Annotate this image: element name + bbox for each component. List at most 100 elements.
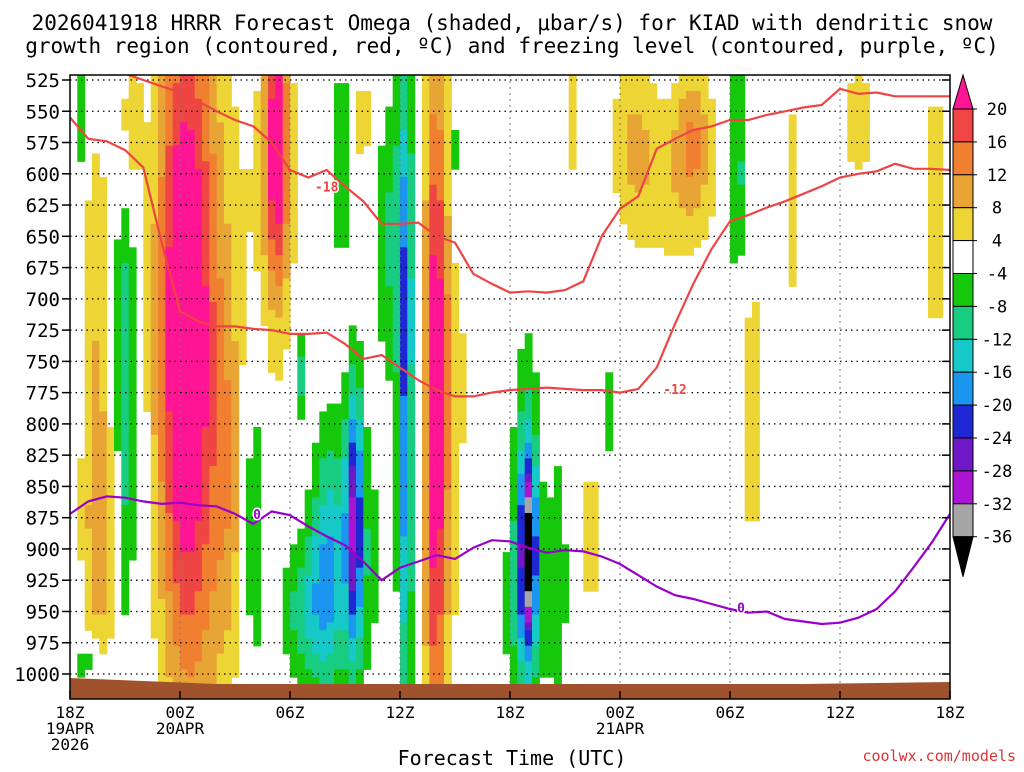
omega-cell — [194, 622, 203, 631]
omega-cell — [187, 599, 196, 608]
omega-cell — [737, 98, 746, 108]
omega-cell — [935, 176, 944, 186]
omega-cell — [194, 239, 203, 248]
omega-cell — [268, 341, 276, 350]
omega-cell — [436, 403, 445, 412]
omega-cell — [788, 153, 797, 162]
omega-cell — [392, 583, 401, 592]
omega-cell — [788, 239, 797, 248]
omega-cell — [209, 333, 218, 342]
omega-cell — [678, 216, 687, 225]
omega-cell — [429, 403, 438, 412]
omega-cell — [128, 98, 137, 108]
omega-cell — [304, 489, 313, 498]
omega-cell — [312, 645, 320, 655]
omega-cell — [737, 247, 746, 256]
omega-cell — [99, 591, 108, 600]
omega-cell — [649, 90, 658, 100]
omega-cell — [187, 536, 196, 545]
omega-cell — [209, 83, 218, 92]
omega-cell — [319, 458, 328, 467]
omega-cell — [444, 489, 452, 498]
omega-cell — [165, 520, 174, 530]
omega-cell — [180, 473, 188, 483]
omega-cell — [150, 130, 159, 139]
omega-cell — [209, 403, 218, 412]
omega-cell — [282, 270, 291, 280]
omega-cell — [341, 176, 350, 186]
omega-cell — [935, 247, 944, 256]
omega-cell — [422, 520, 430, 530]
omega-cell — [444, 575, 452, 584]
omega-cell — [348, 434, 357, 444]
omega-cell — [224, 262, 232, 272]
omega-cell — [150, 387, 159, 397]
omega-cell — [194, 302, 203, 311]
omega-cell — [392, 489, 401, 498]
omega-cell — [502, 599, 511, 608]
omega-cell — [128, 83, 137, 92]
omega-cell — [150, 278, 159, 287]
omega-cell — [275, 223, 284, 233]
omega-cell — [590, 520, 599, 530]
omega-cell — [275, 192, 284, 201]
omega-cell — [532, 559, 540, 569]
omega-cell — [260, 137, 269, 147]
omega-cell — [510, 427, 518, 436]
omega-cell — [634, 216, 643, 225]
omega-cell — [187, 645, 196, 655]
omega-cell — [260, 317, 269, 326]
omega-cell — [436, 661, 445, 670]
omega-cell — [224, 356, 232, 366]
omega-cell — [436, 262, 445, 272]
omega-cell — [92, 442, 100, 452]
omega-cell — [326, 653, 335, 663]
omega-cell — [429, 677, 438, 686]
omega-cell — [114, 239, 122, 248]
omega-cell — [356, 622, 364, 631]
omega-cell — [158, 520, 166, 530]
omega-cell — [422, 630, 430, 639]
omega-cell — [150, 364, 159, 373]
omega-cell — [664, 161, 672, 170]
omega-cell — [143, 286, 152, 295]
omega-cell — [260, 309, 269, 319]
omega-cell — [77, 114, 86, 123]
omega-cell — [730, 176, 738, 186]
omega-cell — [165, 317, 174, 326]
omega-cell — [121, 302, 130, 311]
omega-cell — [224, 434, 232, 444]
omega-cell — [282, 606, 291, 616]
omega-cell — [605, 403, 614, 412]
omega-cell — [128, 325, 137, 334]
omega-cell — [326, 473, 335, 483]
omega-cell — [180, 255, 188, 264]
omega-cell — [510, 630, 518, 639]
omega-cell — [568, 75, 577, 84]
omega-cell — [356, 677, 364, 686]
omega-cell — [334, 638, 342, 647]
omega-cell — [275, 161, 284, 170]
omega-cell — [143, 333, 152, 342]
omega-cell — [165, 677, 174, 686]
omega-cell — [128, 466, 137, 475]
omega-cell — [407, 380, 416, 389]
omega-cell — [341, 559, 350, 569]
omega-cell — [444, 255, 452, 264]
omega-cell — [436, 395, 445, 405]
omega-cell — [583, 505, 592, 514]
omega-cell — [216, 309, 225, 319]
omega-cell — [554, 489, 562, 498]
omega-cell — [744, 505, 753, 514]
omega-cell — [187, 591, 196, 600]
omega-cell — [788, 262, 797, 272]
omega-cell — [231, 145, 240, 155]
omega-cell — [752, 466, 760, 475]
omega-cell — [297, 559, 306, 569]
omega-cell — [436, 622, 445, 631]
omega-cell — [216, 176, 225, 186]
omega-cell — [114, 325, 122, 334]
omega-cell — [928, 309, 936, 319]
omega-cell — [231, 434, 240, 444]
omega-cell — [231, 622, 240, 631]
